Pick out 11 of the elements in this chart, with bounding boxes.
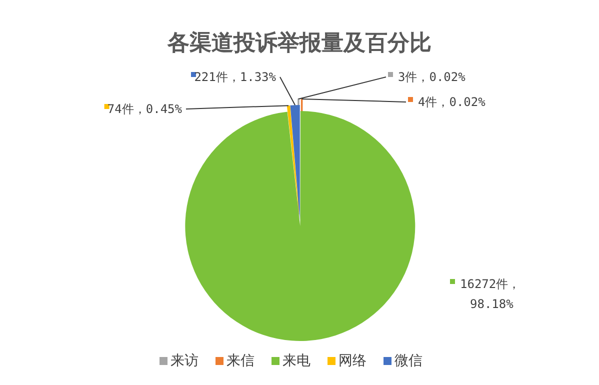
chart-title: 各渠道投诉举报量及百分比 — [166, 30, 432, 55]
data-label: 4件，0.02% — [418, 95, 486, 109]
legend-label: 来访 — [170, 352, 198, 368]
data-label: 221件，1.33% — [194, 70, 277, 84]
data-label: 16272件，98.18% — [460, 277, 520, 311]
legend-label: 微信 — [394, 352, 422, 368]
data-label: 74件，0.45% — [107, 102, 183, 116]
legend-label: 来电 — [282, 352, 310, 368]
legend-label: 来信 — [226, 352, 254, 368]
legend-label: 网络 — [338, 352, 366, 368]
data-label: 3件，0.02% — [398, 70, 466, 84]
